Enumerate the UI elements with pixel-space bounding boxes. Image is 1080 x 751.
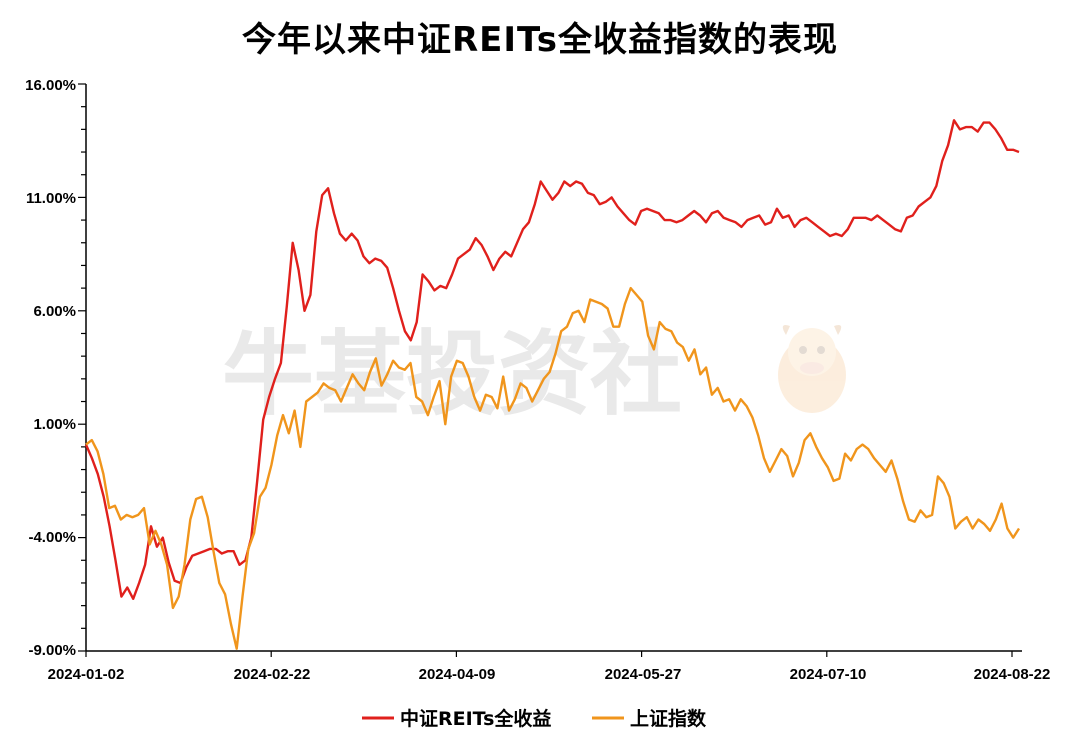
legend: 中证REITs全收益 上证指数 [362,707,707,730]
y-tick-label: -9.00% [28,642,76,659]
x-tick-label: 2024-02-22 [234,666,311,683]
x-axis-labels: 2024-01-02 2024-02-22 2024-04-09 2024-05… [48,666,1051,683]
x-tick-label: 2024-08-22 [974,666,1051,683]
series-lines [84,119,1021,650]
watermark: 牛基投资社 [222,321,846,428]
series-line-reits [84,119,1020,600]
y-tick-label: 11.00% [26,190,76,207]
x-tick-label: 2024-01-02 [48,666,125,683]
legend-label-sse: 上证指数 [630,707,707,730]
y-tick-label: 1.00% [33,416,76,433]
y-tick-label: 6.00% [33,303,76,320]
chart-title: 今年以来中证REITs全收益指数的表现 [242,20,838,60]
legend-label-reits: 中证REITs全收益 [400,707,551,730]
x-tick-label: 2024-04-09 [419,666,496,683]
x-axis-ticks [85,651,1013,657]
x-tick-label: 2024-07-10 [790,666,867,683]
series-line-sse [85,286,1021,650]
y-axis-labels: 16.00% 11.00% 6.00% 1.00% -4.00% -9.00% [25,77,76,659]
mascot-logo [778,325,846,413]
y-tick-label: -4.00% [28,529,76,546]
y-axis-ticks [78,83,86,652]
y-tick-label: 16.00% [25,77,76,94]
x-tick-label: 2024-05-27 [605,666,682,683]
